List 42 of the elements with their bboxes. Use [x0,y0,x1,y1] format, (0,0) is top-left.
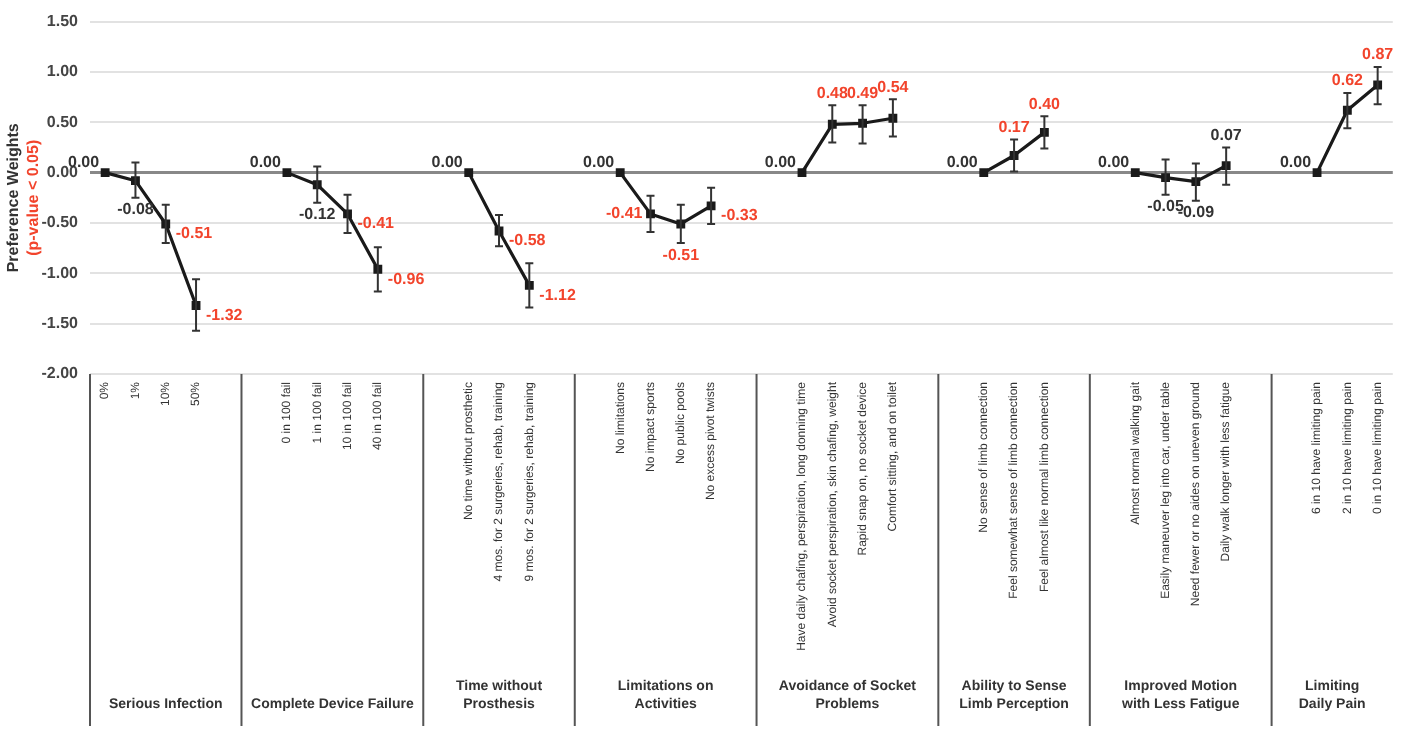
text: 0.87 [1362,45,1394,64]
y-axis-title: Preference Weights (p-value < 0.05) [4,122,42,273]
text: -0.33 [721,206,758,225]
text: 0.00 [583,153,615,172]
point [282,168,292,178]
text: 0.54 [877,77,909,96]
y-tick-label: -0.50 [41,213,80,232]
point [979,168,989,178]
y-tick-label: -2.00 [41,364,80,383]
text: 0.40 [1028,94,1060,113]
text: -0.08 [117,200,154,219]
text: 0.00 [1279,153,1312,172]
point [100,168,110,178]
text: 0.48 [816,83,848,102]
text: -0.96 [387,269,425,288]
text: 0.00 [249,153,281,172]
text: -1.12 [539,285,576,304]
point [1130,168,1140,178]
text: 0.00 [1098,153,1130,172]
point [1312,168,1322,178]
text: 0.62 [1331,71,1363,90]
text: 0.49 [847,83,879,102]
text: 0.00 [946,153,978,172]
text: -0.41 [606,204,643,223]
y-tick-label: 0.50 [46,112,80,131]
text: 0.00 [431,153,463,172]
text: 0.17 [998,117,1030,136]
y-tick-label: -1.50 [41,314,80,333]
text: -0.41 [357,214,394,233]
text: -0.12 [299,205,336,224]
text: 0.00 [764,153,796,172]
y-tick-label: 1.00 [46,62,80,81]
point [797,168,807,178]
point [615,168,625,178]
text: -0.51 [175,224,213,243]
y-tick-label: 1.50 [46,12,80,31]
point [464,168,474,178]
text: -0.51 [662,245,700,264]
y-tick-label: -1.00 [41,263,80,282]
text: 0.07 [1210,125,1242,144]
text: -0.58 [509,231,546,250]
text: -1.32 [206,305,243,324]
